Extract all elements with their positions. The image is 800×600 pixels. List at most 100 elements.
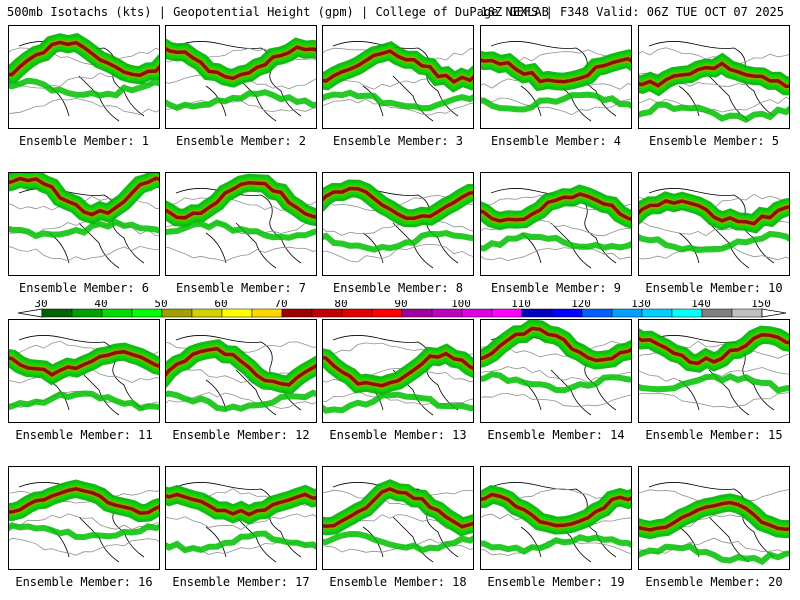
isotach-map [9,479,159,563]
colorbar-tick-label: 80 [334,300,347,310]
ensemble-member-label: Ensemble Member: 4 [490,134,622,148]
colorbar-tick-label: 30 [34,300,47,310]
ensemble-map-panel [165,172,317,276]
colorbar-swatch [551,308,583,318]
colorbar-arrow-left [17,308,43,318]
isotach-band [481,371,631,394]
isotach-band [481,534,631,555]
isotach-band [639,101,789,123]
isotach-map [9,335,159,416]
ensemble-map-panel [322,466,474,570]
height-contour [481,392,631,408]
header-valid-time: 18Z GEFS | F348 Valid: 06Z TUE OCT 07 20… [480,5,784,19]
colorbar-swatch [41,308,73,318]
colorbar-tick-label: 40 [94,300,107,310]
isotach-band [166,530,316,554]
height-contour [166,513,316,530]
colorbar-swatch [371,308,403,318]
colorbar-swatch [311,308,343,318]
isotach-map [639,482,789,566]
isotach-band [323,530,473,554]
ensemble-map-panel [8,25,160,129]
colorbar-tick-label: 130 [631,300,651,310]
isotach-band [9,487,159,515]
isotach-band [9,349,159,377]
isotach-band [166,89,316,112]
colorbar-tick-label: 50 [154,300,167,310]
ensemble-map-panel [480,319,632,423]
height-contour [323,489,473,506]
height-contour [481,246,631,262]
isotach-band [639,199,789,226]
colorbar-tick-label: 90 [394,300,407,310]
colorbar-swatch [191,308,223,318]
isotach-band [9,218,159,240]
ensemble-map-panel [480,466,632,570]
colorbar-swatch [161,308,193,318]
header-title: 500mb Isotachs (kts) | Geopotential Heig… [7,5,549,19]
isotach-band [481,56,631,84]
height-contour [9,513,159,530]
ensemble-member-label: Ensemble Member: 15 [645,428,783,442]
height-contour [323,220,473,236]
colorbar-swatch [611,308,643,318]
isotach-map [639,325,789,416]
ensemble-map-panel [638,319,790,423]
ensemble-member-label: Ensemble Member: 5 [648,134,780,148]
colorbar-swatch [701,308,733,318]
isotach-map [323,41,473,122]
colorbar-tick-label: 100 [451,300,471,310]
isotach-band [481,232,631,252]
ensemble-member-label: Ensemble Member: 19 [487,575,625,589]
isotach-band [323,487,473,529]
colorbar-swatch [671,308,703,318]
ensemble-map-panel [480,172,632,276]
colorbar-tick-label: 70 [274,300,287,310]
isotach-band [639,543,789,566]
colorbar-swatch [101,308,133,318]
isotach-map [323,479,473,563]
isotach-band [9,77,159,99]
height-contour [9,537,159,556]
height-contour [166,246,316,262]
isotach-band [166,181,316,220]
colorbar-tick-label: 60 [214,300,227,310]
height-contour [9,97,159,116]
colorbar-swatch [581,308,613,318]
ensemble-map-panel [165,319,317,423]
isotach-map [639,41,789,123]
isotach-band [9,40,159,78]
isotach-map [481,482,631,563]
isotach-band [639,373,789,394]
ensemble-member-label: Ensemble Member: 14 [487,428,625,442]
isotach-map [166,173,316,269]
colorbar-swatch [251,308,283,318]
colorbar-swatch [491,308,523,318]
ensemble-member-label: Ensemble Member: 1 [18,134,150,148]
isotach-band [639,61,789,89]
isotach-band [166,492,316,517]
ensemble-map-panel [322,319,474,423]
isotach-map [639,188,789,269]
isotach-band [9,522,159,541]
isotach-map [9,33,159,122]
colorbar-swatch [221,308,253,318]
isotach-band [639,230,789,254]
isotach-map [481,184,631,269]
colorbar-tick-label: 150 [751,300,771,310]
isotach-band [166,346,316,387]
isotach-map [481,320,631,416]
ensemble-map-panel [638,25,790,129]
ensemble-map-panel [480,25,632,129]
colorbar-swatch [641,308,673,318]
ensemble-map-panel [165,25,317,129]
isotach-band [639,333,789,366]
isotach-band [166,219,316,241]
ensemble-map-panel [8,319,160,423]
height-contour [9,245,159,262]
ensemble-member-label: Ensemble Member: 8 [332,281,464,295]
ensemble-member-label: Ensemble Member: 12 [172,428,310,442]
colorbar-swatch [521,308,553,318]
ensemble-map-panel [322,25,474,129]
ensemble-member-label: Ensemble Member: 3 [332,134,464,148]
